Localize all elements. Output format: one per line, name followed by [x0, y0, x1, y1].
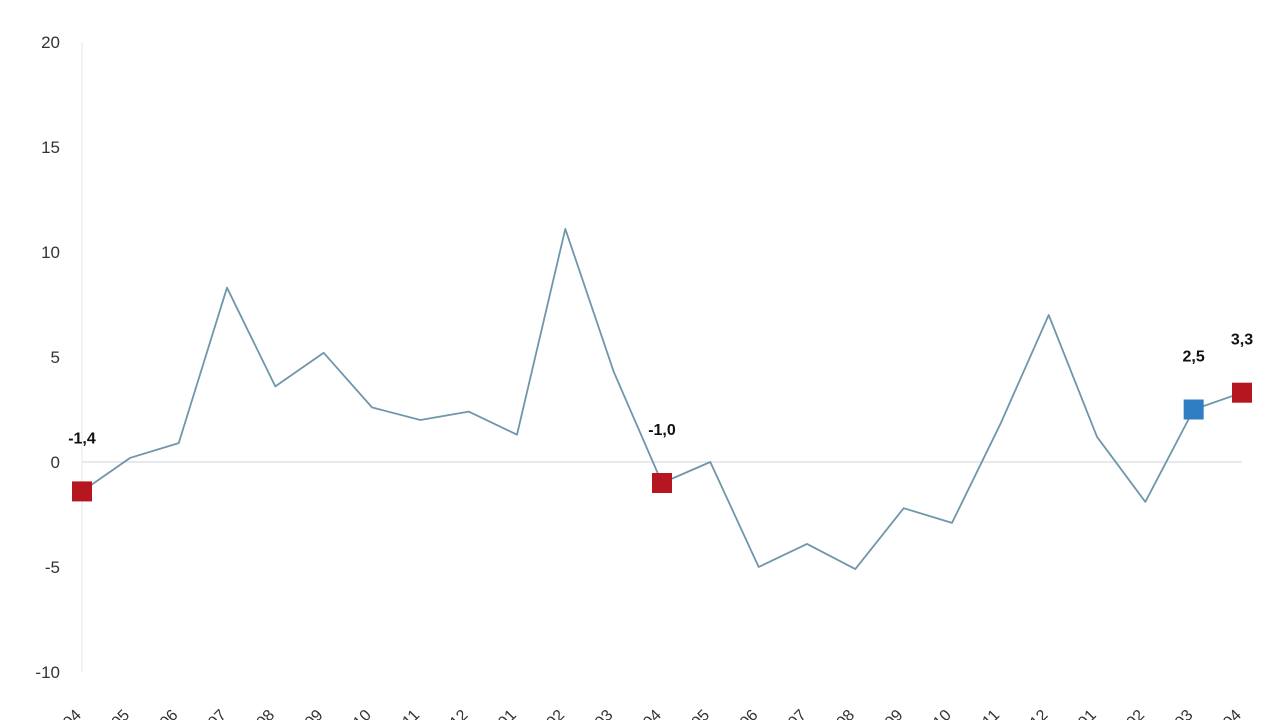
- highlight-marker: [1183, 399, 1204, 420]
- x-tick-label: 10: [930, 707, 955, 720]
- highlight-marker: [1232, 382, 1252, 403]
- x-tick-label: 05: [109, 707, 134, 720]
- data-label: -1,0: [648, 422, 676, 439]
- x-tick-label: 02: [544, 707, 569, 720]
- x-tick-label: 06: [737, 707, 762, 720]
- y-tick-label: -10: [35, 663, 60, 682]
- x-tick-label: 08: [834, 707, 859, 720]
- y-tick-label: 0: [51, 453, 60, 472]
- x-tick-label: 10: [350, 707, 375, 720]
- chart-axes: [81, 42, 1242, 672]
- y-tick-label: 15: [41, 138, 60, 157]
- x-tick-label: 04: [640, 707, 665, 720]
- series-line: [81, 227, 1243, 570]
- x-tick-label: 08: [254, 707, 279, 720]
- x-tick-label: 05: [689, 707, 714, 720]
- data-label: -1,4: [68, 430, 96, 447]
- x-tick-label: 12: [447, 707, 472, 720]
- x-tick-label: 09: [302, 707, 327, 720]
- highlight-marker: [72, 481, 92, 502]
- x-tick-label: 07: [205, 707, 230, 720]
- x-tick-label: -11: [976, 707, 1004, 720]
- y-tick-label: -5: [45, 558, 60, 577]
- x-tick-label: 06: [157, 707, 182, 720]
- x-tick-label: 03: [1172, 707, 1197, 720]
- data-label: 2,5: [1183, 349, 1205, 366]
- x-tick-label: -11: [396, 707, 424, 720]
- data-labels: -1,4 -1,0 2,5 3,3: [68, 332, 1253, 448]
- x-tick-label: 04: [1220, 707, 1245, 720]
- x-tick-label: 02: [1124, 707, 1149, 720]
- x-tick-label: 12: [1027, 707, 1052, 720]
- highlight-marker: [652, 473, 672, 493]
- series-layer: [81, 227, 1243, 570]
- y-tick-label: 10: [41, 243, 60, 262]
- y-axis-ticks: 20 15 10 5 0 -5 -10: [35, 33, 60, 682]
- x-tick-label: 04: [60, 707, 85, 720]
- x-tick-label: 03: [592, 707, 617, 720]
- y-tick-label: 5: [51, 348, 60, 367]
- x-tick-label: 01: [1075, 707, 1100, 720]
- x-axis-ticks: 04 05 06 07 08 09 10 -11 12 01 02 03 04 05 06 07 08 09 10 -…: [60, 707, 1245, 720]
- y-tick-label: 20: [41, 33, 60, 52]
- x-tick-label: 07: [785, 707, 810, 720]
- highlight-markers: [72, 382, 1252, 502]
- x-tick-label: 01: [495, 707, 520, 720]
- data-label: 3,3: [1231, 332, 1253, 349]
- x-tick-label: 09: [882, 707, 907, 720]
